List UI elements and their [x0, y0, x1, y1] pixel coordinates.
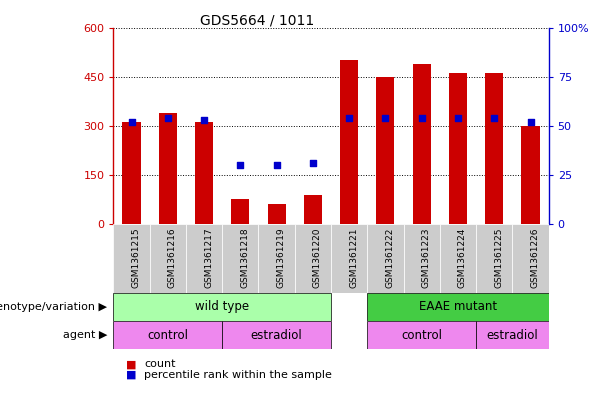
Bar [403, 224, 440, 293]
Point [489, 115, 499, 121]
Text: GSM1361226: GSM1361226 [530, 228, 539, 288]
Text: count: count [144, 359, 175, 369]
Point [199, 117, 209, 123]
Text: GSM1361215: GSM1361215 [132, 228, 140, 288]
Text: estradiol: estradiol [487, 329, 538, 342]
Bar [522, 126, 539, 224]
Bar [231, 199, 249, 224]
Text: GSM1361221: GSM1361221 [349, 228, 358, 288]
Bar [123, 123, 140, 224]
Point [308, 160, 318, 166]
Bar [267, 204, 286, 224]
Text: wild type: wild type [195, 300, 249, 314]
Bar [340, 60, 358, 224]
Bar [512, 224, 549, 293]
Bar [113, 321, 222, 349]
Text: GDS5664 / 1011: GDS5664 / 1011 [200, 14, 314, 28]
Text: genotype/variation ▶: genotype/variation ▶ [0, 302, 107, 312]
Bar [295, 224, 331, 293]
Text: GSM1361218: GSM1361218 [240, 228, 249, 288]
Bar [195, 123, 213, 224]
Text: ■: ■ [126, 359, 136, 369]
Bar [186, 224, 222, 293]
Bar [304, 195, 322, 224]
Bar [476, 224, 512, 293]
Point [417, 115, 427, 121]
Point [453, 115, 463, 121]
Bar [367, 293, 549, 321]
Text: GSM1361216: GSM1361216 [168, 228, 177, 288]
Text: GSM1361222: GSM1361222 [386, 228, 394, 288]
Text: control: control [401, 329, 442, 342]
Bar [440, 224, 476, 293]
Text: GSM1361225: GSM1361225 [494, 228, 503, 288]
Bar [367, 224, 403, 293]
Point [272, 162, 281, 168]
Text: ■: ■ [126, 370, 136, 380]
Bar [222, 321, 331, 349]
Bar [113, 293, 331, 321]
Text: GSM1361220: GSM1361220 [313, 228, 322, 288]
Text: GSM1361217: GSM1361217 [204, 228, 213, 288]
Bar [413, 64, 431, 224]
Bar [449, 73, 467, 224]
Point [127, 119, 137, 125]
Text: GSM1361219: GSM1361219 [276, 228, 286, 288]
Bar [222, 224, 259, 293]
Text: GSM1361224: GSM1361224 [458, 228, 467, 288]
Point [525, 119, 535, 125]
Bar [331, 224, 367, 293]
Bar [259, 224, 295, 293]
Text: agent ▶: agent ▶ [63, 330, 107, 340]
Point [345, 115, 354, 121]
Text: percentile rank within the sample: percentile rank within the sample [144, 370, 332, 380]
Point [163, 115, 173, 121]
Bar [485, 73, 503, 224]
Bar [476, 321, 549, 349]
Text: estradiol: estradiol [251, 329, 302, 342]
Bar [150, 224, 186, 293]
Text: EAAE mutant: EAAE mutant [419, 300, 497, 314]
Bar [159, 113, 177, 224]
Bar [113, 224, 150, 293]
Bar [376, 77, 395, 224]
Point [381, 115, 390, 121]
Text: control: control [147, 329, 188, 342]
Point [235, 162, 245, 168]
Text: GSM1361223: GSM1361223 [422, 228, 431, 288]
Bar [367, 321, 476, 349]
